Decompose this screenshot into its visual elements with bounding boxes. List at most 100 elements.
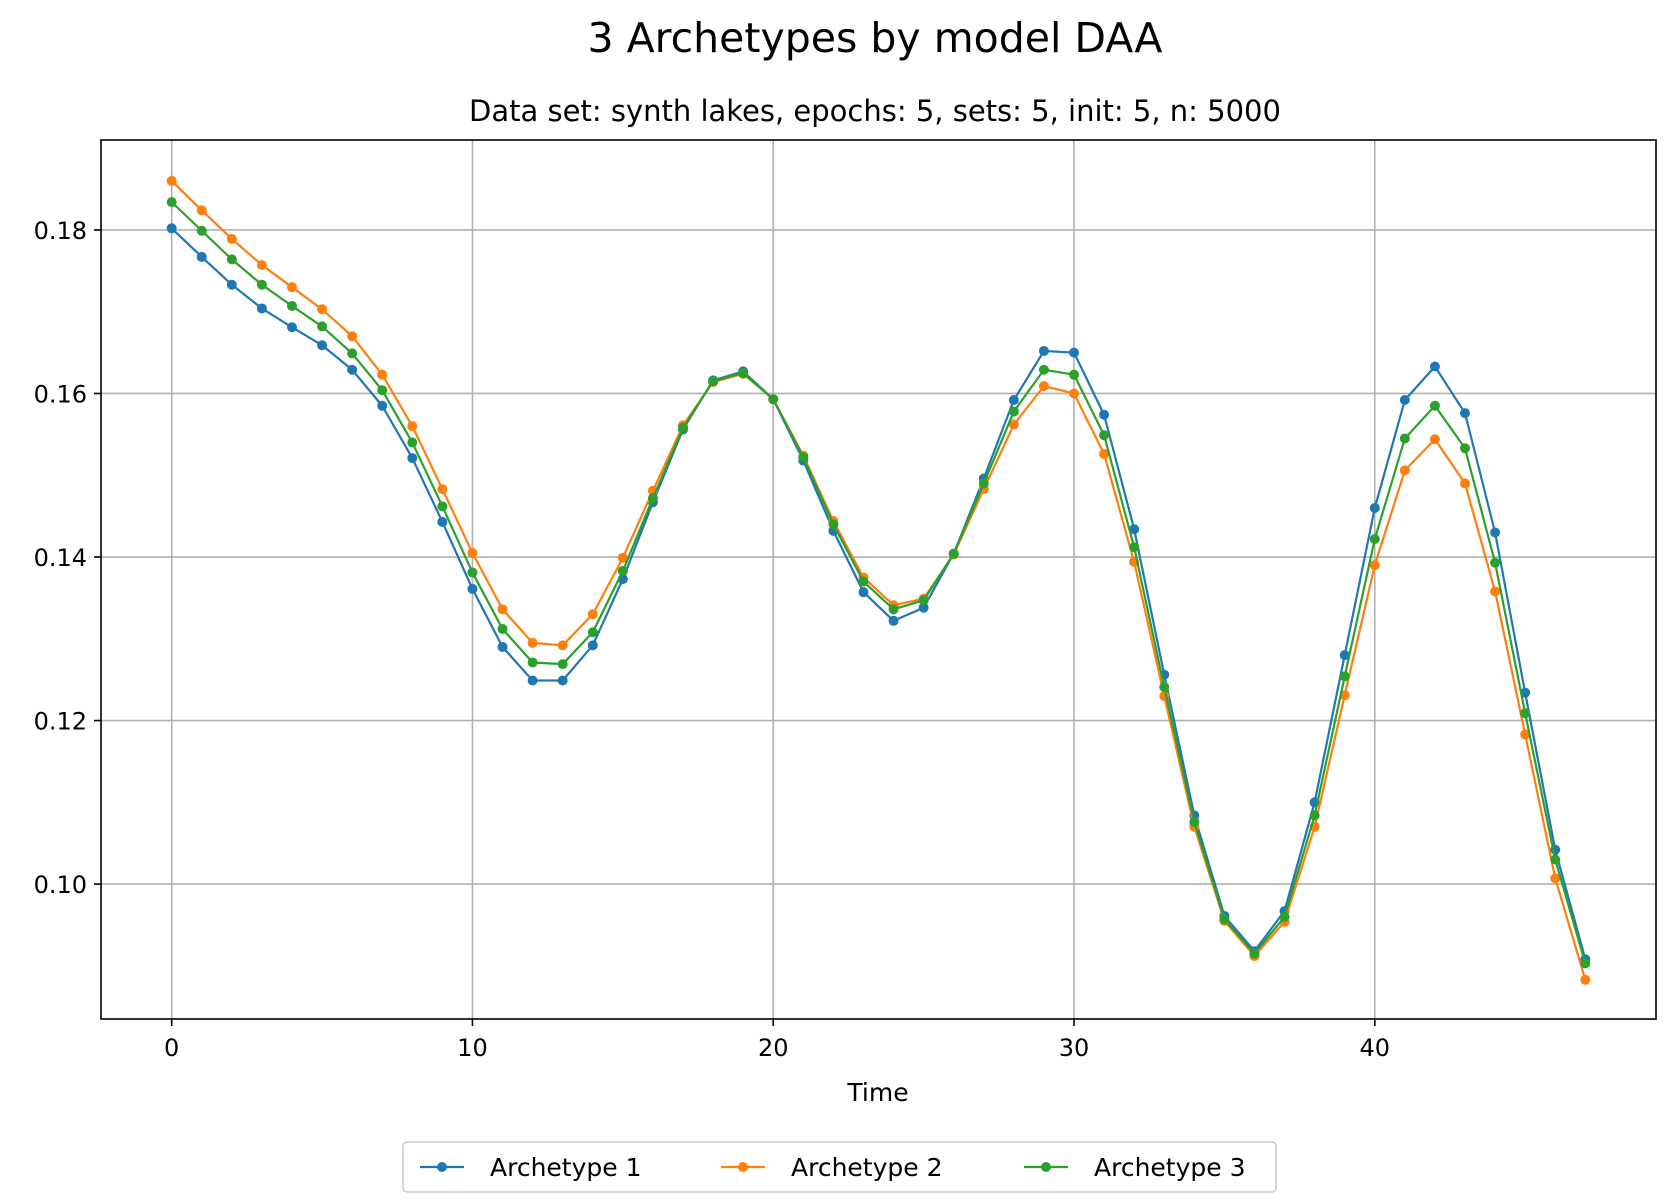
legend-item: Archetype 2 <box>721 1153 943 1182</box>
data-point <box>557 659 568 670</box>
data-point <box>317 304 328 315</box>
data-point <box>677 422 688 433</box>
data-point <box>226 233 237 244</box>
data-point <box>918 602 929 613</box>
data-point <box>437 484 448 495</box>
data-point <box>888 604 899 615</box>
series-archetype-1 <box>166 223 1591 965</box>
data-point <box>1099 448 1110 459</box>
data-point <box>1189 816 1200 827</box>
data-point <box>1429 400 1440 411</box>
data-point <box>1550 854 1561 865</box>
y-tick-label: 0.14 <box>34 544 87 572</box>
plot-frame <box>100 139 1657 1020</box>
x-tick-label: 40 <box>1360 1034 1391 1062</box>
data-point <box>617 552 628 563</box>
data-point <box>1580 974 1591 985</box>
legend-label: Archetype 2 <box>791 1153 943 1182</box>
data-point <box>1008 395 1019 406</box>
data-point <box>1520 729 1531 740</box>
data-point <box>1309 810 1320 821</box>
data-point <box>587 609 598 620</box>
data-point <box>286 322 297 333</box>
data-point <box>557 675 568 686</box>
data-point <box>467 567 478 578</box>
data-point <box>437 516 448 527</box>
data-point <box>1399 395 1410 406</box>
x-tick-label: 0 <box>164 1034 179 1062</box>
data-point <box>1249 948 1260 959</box>
data-point <box>978 478 989 489</box>
data-point <box>858 576 869 587</box>
data-point <box>1339 671 1350 682</box>
data-point <box>1369 502 1380 513</box>
data-point <box>226 254 237 265</box>
series-layer <box>166 175 1591 985</box>
data-point <box>256 260 267 271</box>
data-point <box>497 641 508 652</box>
legend-label: Archetype 1 <box>490 1153 642 1182</box>
series-line <box>170 180 1587 981</box>
data-point <box>196 251 207 262</box>
data-point <box>1429 434 1440 445</box>
data-point <box>948 548 959 559</box>
grid <box>101 140 1656 1019</box>
data-point <box>286 300 297 311</box>
data-point <box>437 501 448 512</box>
data-point <box>587 640 598 651</box>
data-point <box>738 368 749 379</box>
data-point <box>1038 364 1049 375</box>
data-point <box>196 205 207 216</box>
data-point <box>1099 430 1110 441</box>
legend-label: Archetype 3 <box>1094 1153 1246 1182</box>
data-point <box>166 197 177 208</box>
data-point <box>407 453 418 464</box>
data-point <box>407 437 418 448</box>
data-point <box>1069 369 1080 380</box>
data-point <box>256 303 267 314</box>
data-point <box>286 282 297 293</box>
data-point <box>377 369 388 380</box>
legend-item: Archetype 3 <box>1024 1153 1246 1182</box>
data-point <box>377 400 388 411</box>
data-point <box>497 623 508 634</box>
series-line <box>170 201 1587 964</box>
data-point <box>1129 524 1140 535</box>
data-point <box>347 364 358 375</box>
data-point <box>166 223 177 234</box>
data-point <box>377 385 388 396</box>
data-point <box>1399 433 1410 444</box>
data-point <box>347 331 358 342</box>
data-point <box>617 565 628 576</box>
data-point <box>557 640 568 651</box>
data-point <box>1069 347 1080 358</box>
data-point <box>1550 873 1561 884</box>
data-point <box>1429 361 1440 372</box>
data-point <box>1520 708 1531 719</box>
data-point <box>196 225 207 236</box>
data-point <box>1490 527 1501 538</box>
series-archetype-2 <box>166 175 1591 985</box>
x-axis-label: Time <box>846 1078 908 1107</box>
data-point <box>708 376 719 387</box>
data-point <box>1099 409 1110 420</box>
data-point <box>1038 381 1049 392</box>
data-point <box>1219 914 1230 925</box>
data-point <box>1159 682 1170 693</box>
data-point <box>1580 958 1591 969</box>
series-line <box>170 227 1587 960</box>
data-point <box>497 604 508 615</box>
y-tick-label: 0.12 <box>34 708 87 736</box>
data-point <box>1008 419 1019 430</box>
data-point <box>467 547 478 558</box>
data-point <box>226 279 237 290</box>
data-point <box>1279 911 1290 922</box>
y-tick-label: 0.16 <box>34 380 87 408</box>
data-point <box>1339 650 1350 661</box>
data-point <box>317 321 328 332</box>
y-tick-label: 0.18 <box>34 217 87 245</box>
data-point <box>1038 345 1049 356</box>
data-point <box>527 675 538 686</box>
legend-swatch-marker <box>1041 1162 1051 1172</box>
